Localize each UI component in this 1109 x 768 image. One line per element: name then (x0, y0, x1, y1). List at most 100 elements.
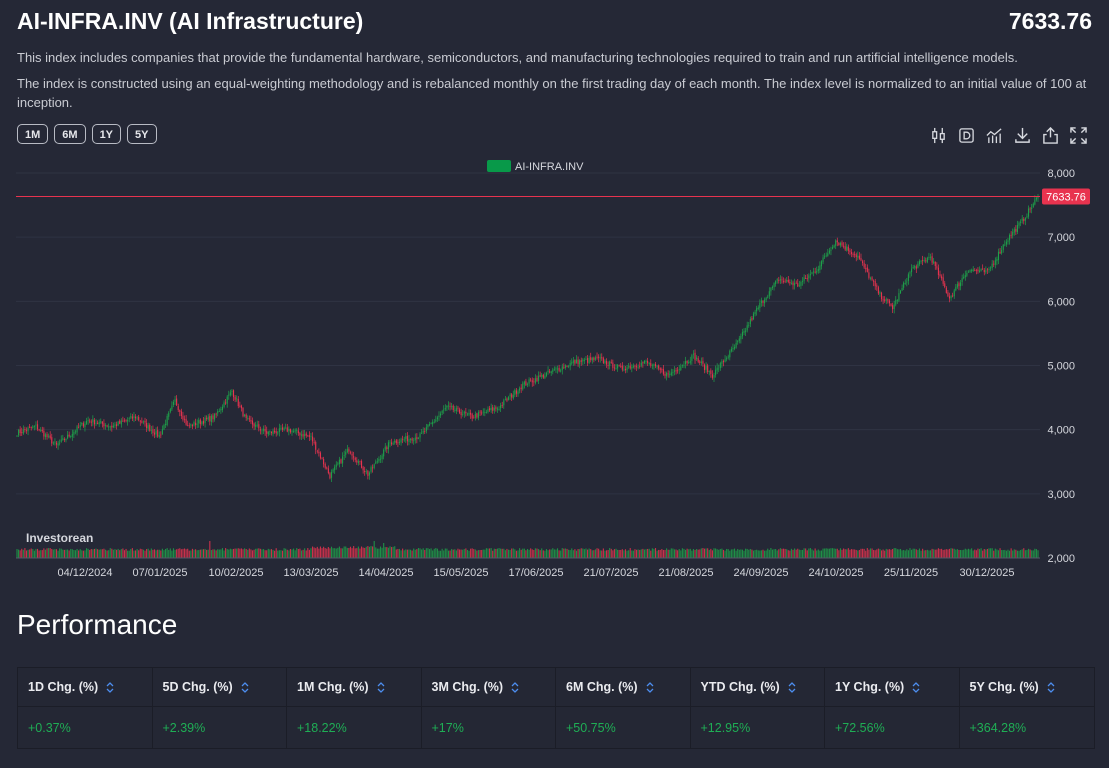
volume-bar (76, 548, 78, 558)
candle-body (310, 435, 312, 437)
volume-bar (1004, 549, 1006, 558)
candle-body (813, 271, 815, 273)
volume-bar (29, 549, 31, 558)
volume-bar (836, 548, 838, 558)
indicators-icon[interactable] (985, 126, 1003, 144)
volume-bar (605, 550, 608, 558)
range-1m-button[interactable]: 1M (17, 124, 49, 144)
volume-bar (960, 550, 962, 558)
candle-body (332, 469, 334, 472)
candle-body (329, 473, 331, 479)
candle-body (707, 365, 709, 373)
volume-bar (338, 546, 340, 558)
volume-bar (820, 550, 823, 558)
candle-body (68, 434, 70, 437)
volume-bar (858, 550, 860, 558)
performance-column: YTD Chg. (%) +12.95% (690, 668, 825, 748)
volume-bar (918, 548, 921, 558)
volume-bar (882, 549, 884, 558)
volume-bar (850, 549, 853, 558)
candle-body (18, 429, 20, 436)
column-header[interactable]: 1Y Chg. (%) (825, 668, 959, 707)
column-header[interactable]: 1M Chg. (%) (287, 668, 421, 707)
volume-bar (403, 550, 405, 558)
candle-body (127, 420, 129, 422)
share-icon[interactable] (1041, 126, 1059, 144)
volume-bar (116, 549, 118, 558)
sort-icon[interactable] (1047, 681, 1055, 693)
candle-body (476, 413, 478, 418)
candle-body (952, 295, 954, 297)
candle-body (547, 370, 549, 373)
sort-icon[interactable] (788, 681, 796, 693)
performance-column: 1Y Chg. (%) +72.56% (825, 668, 960, 748)
candle-body (54, 441, 56, 443)
candle-body (896, 299, 898, 301)
range-1y-button[interactable]: 1Y (91, 124, 122, 144)
candle-body (457, 407, 459, 409)
candle-body (351, 453, 353, 456)
volume-bar (952, 548, 954, 558)
range-6m-button[interactable]: 6M (54, 124, 86, 144)
candle-body (588, 357, 590, 364)
volume-bar (172, 548, 175, 558)
column-header[interactable]: 6M Chg. (%) (556, 668, 690, 707)
volume-bar (54, 549, 56, 558)
candle-body (405, 436, 407, 439)
d-badge-icon[interactable] (957, 126, 975, 144)
range-5y-button[interactable]: 5Y (127, 124, 157, 144)
candle-body (839, 243, 841, 246)
candle-body (384, 446, 386, 450)
volume-bar (142, 549, 144, 558)
sort-icon[interactable] (106, 681, 114, 693)
volume-bar (564, 548, 566, 558)
candle-body (131, 416, 133, 419)
volume-bar (764, 550, 766, 558)
sort-icon[interactable] (912, 681, 920, 693)
volume-bar (770, 548, 772, 558)
volume-bar (972, 550, 974, 558)
volume-bar (108, 550, 110, 558)
column-header[interactable]: 3M Chg. (%) (421, 668, 555, 707)
volume-bar (228, 549, 230, 558)
volume-bar (596, 548, 598, 558)
candle-body (882, 299, 884, 301)
volume-bar (288, 550, 290, 558)
candle-body (81, 422, 83, 425)
candle-body (29, 426, 31, 428)
candle-body (903, 282, 905, 288)
download-icon[interactable] (1013, 126, 1031, 144)
volume-bar (345, 546, 347, 558)
volume-bar (62, 549, 64, 558)
volume-bar (1010, 548, 1012, 558)
candle-body (236, 398, 238, 400)
volume-bar (511, 548, 513, 558)
candle-body (275, 431, 277, 434)
volume-bar (349, 546, 352, 558)
column-header[interactable]: 5Y Chg. (%) (959, 668, 1094, 707)
volume-bar (906, 549, 908, 558)
fullscreen-icon[interactable] (1069, 126, 1087, 144)
candle-body (517, 391, 519, 395)
volume-bar (22, 549, 24, 558)
candlestick-chart-svg[interactable]: AI-INFRA.INV Investorean 7633.76 8,000 7,00… (0, 150, 1109, 590)
column-header[interactable]: 1D Chg. (%) (18, 668, 152, 707)
sort-icon[interactable] (511, 681, 519, 693)
sort-icon[interactable] (377, 681, 385, 693)
volume-bar (920, 550, 922, 558)
candle-type-icon[interactable] (929, 126, 947, 144)
volume-bar (138, 550, 140, 558)
column-header[interactable]: YTD Chg. (%) (690, 668, 824, 707)
candle-body (259, 429, 261, 431)
column-header[interactable]: 5D Chg. (%) (152, 668, 286, 707)
sort-icon[interactable] (241, 681, 249, 693)
volume-bar (161, 548, 163, 558)
volume-bar (196, 550, 198, 558)
candle-body (745, 330, 747, 332)
volume-bar (637, 549, 639, 558)
candle-body (972, 269, 974, 272)
price-chart[interactable]: AI-INFRA.INV Investorean 7633.76 8,000 7,00… (0, 150, 1109, 590)
volume-bar (307, 548, 309, 558)
sort-icon[interactable] (646, 681, 654, 693)
volume-bar (661, 548, 663, 558)
